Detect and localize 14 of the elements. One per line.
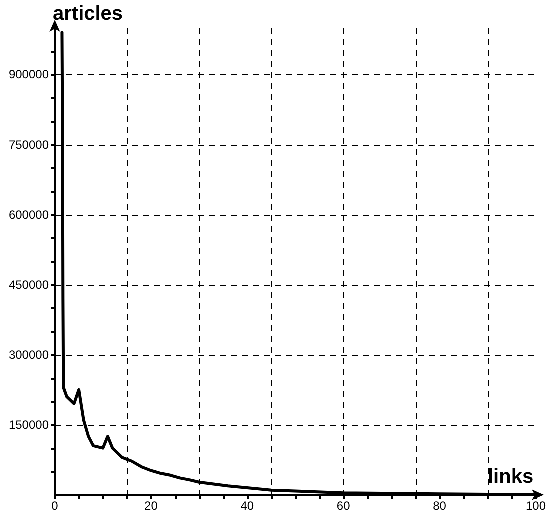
x-tick-label: 80	[433, 499, 447, 513]
y-axis-title: articles	[53, 3, 124, 25]
x-axis-title: links	[488, 466, 534, 488]
y-tick-label: 750000	[8, 138, 50, 152]
x-tick-label: 100	[526, 499, 546, 513]
x-tick-label: 60	[336, 499, 351, 513]
y-tick-label: 300000	[8, 348, 50, 362]
y-tick-label: 150000	[8, 418, 50, 432]
x-tick-label: 40	[240, 499, 254, 513]
y-tick-label: 600000	[8, 208, 50, 222]
x-tick-label: 20	[144, 499, 158, 513]
y-tick-label: 450000	[8, 278, 50, 292]
y-tick-label: 900000	[8, 68, 50, 82]
x-tick-label: 0	[52, 499, 59, 513]
